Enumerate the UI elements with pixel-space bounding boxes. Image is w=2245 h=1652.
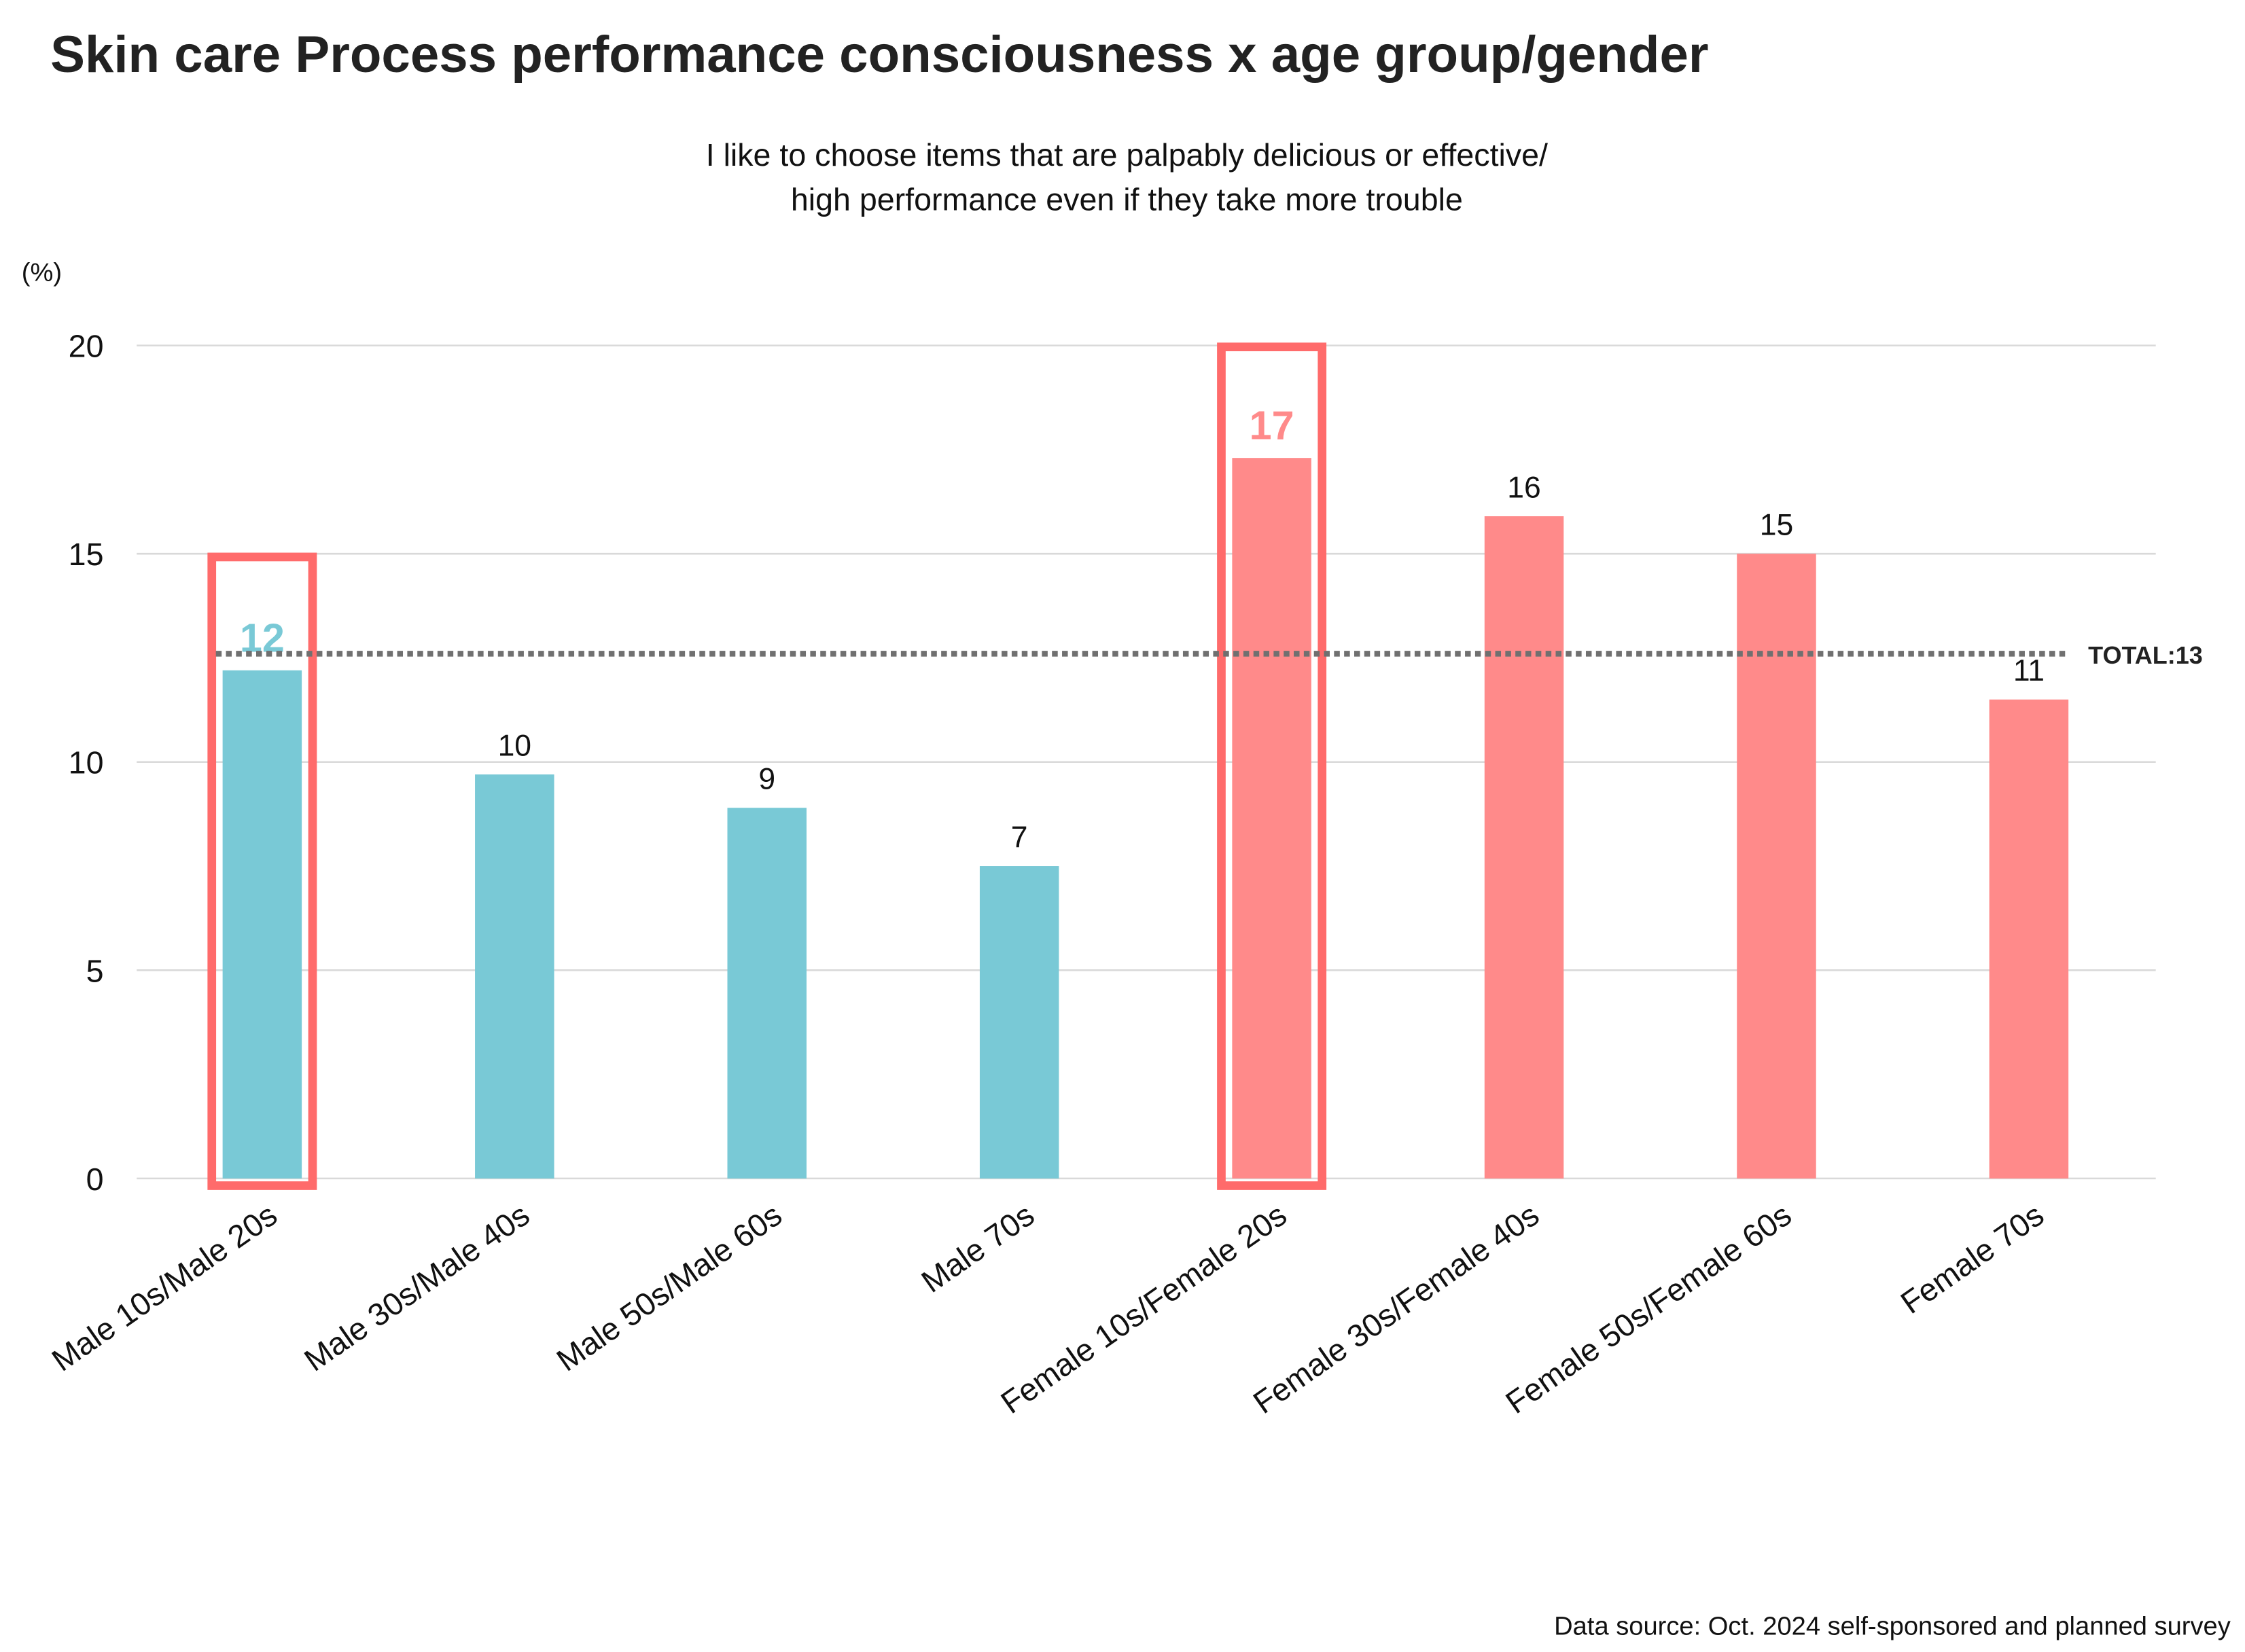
data-source: Data source: Oct. 2024 self-sponsored an… <box>1554 1611 2231 1640</box>
data-label: 7 <box>1011 821 1028 855</box>
x-tick-label: Female 70s <box>1894 1197 2050 1321</box>
x-tick-label: Female 10s/Female 20s <box>995 1197 1293 1420</box>
chart-subtitle-line-2: high performance even if they take more … <box>791 182 1463 217</box>
x-tick-label: Female 30s/Female 40s <box>1247 1197 1545 1420</box>
data-label: 11 <box>2013 654 2045 687</box>
bar <box>727 808 807 1179</box>
data-label: 10 <box>498 730 531 763</box>
highlight-box <box>207 552 317 1190</box>
data-label: 17 <box>1250 403 1294 448</box>
x-tick-label: Male 70s <box>915 1197 1041 1299</box>
y-axis-unit: (%) <box>22 257 62 287</box>
chart-title: Skin care Process performance consciousn… <box>50 26 1708 84</box>
y-tick-label: 0 <box>86 1162 104 1197</box>
x-tick-label: Male 50s/Male 60s <box>550 1197 788 1378</box>
highlight-box <box>1217 342 1327 1190</box>
bar <box>1232 458 1311 1179</box>
bar <box>475 774 554 1179</box>
y-tick-label: 10 <box>69 745 104 780</box>
x-tick-label: Male 10s/Male 20s <box>46 1197 283 1378</box>
y-tick-label: 20 <box>69 329 104 364</box>
data-label: 9 <box>758 763 775 796</box>
bar <box>1989 699 2069 1179</box>
chart-subtitle-line-1: I like to choose items that are palpably… <box>706 137 1548 173</box>
y-tick-label: 5 <box>86 953 104 988</box>
bar <box>1484 516 1564 1179</box>
total-label: TOTAL:13 <box>2088 641 2203 669</box>
bar <box>979 866 1059 1179</box>
x-tick-label: Female 50s/Female 60s <box>1500 1197 1798 1420</box>
x-tick-label: Male 30s/Male 40s <box>298 1197 535 1378</box>
data-label: 15 <box>1760 509 1793 542</box>
bar <box>222 670 302 1179</box>
y-tick-label: 15 <box>69 537 104 572</box>
bar <box>1737 554 1816 1179</box>
data-label: 16 <box>1507 471 1540 504</box>
